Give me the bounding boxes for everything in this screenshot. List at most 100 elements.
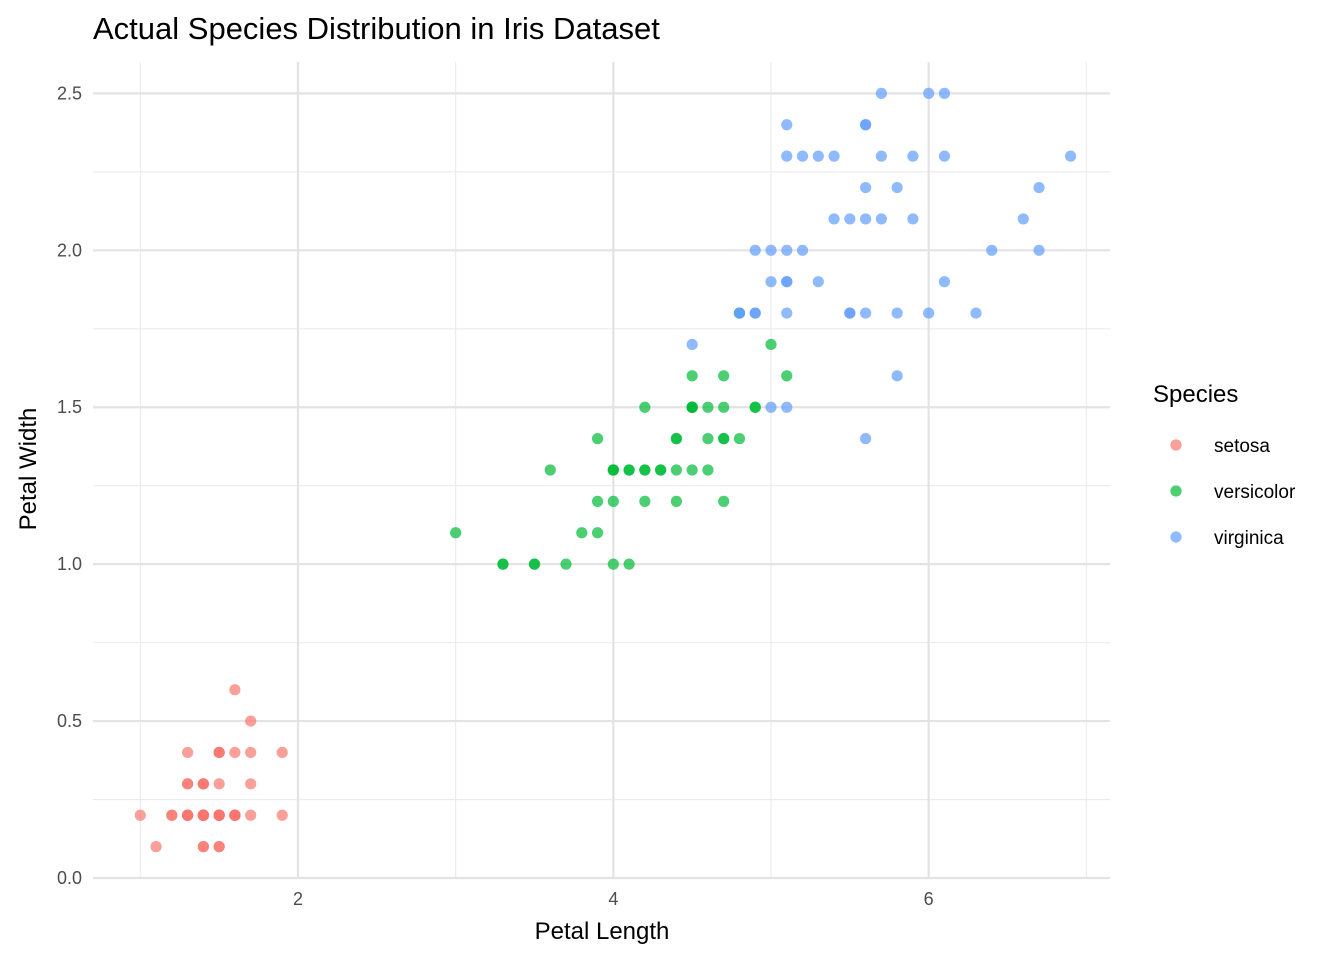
data-point-virginica [844, 307, 856, 319]
data-point-virginica [923, 87, 935, 99]
legend-key-setosa [1170, 439, 1182, 451]
data-point-versicolor [607, 558, 619, 570]
data-point-virginica [860, 213, 872, 225]
data-point-virginica [875, 87, 887, 99]
x-tick-label: 6 [924, 889, 934, 909]
data-point-versicolor [591, 495, 604, 507]
data-point-versicolor [497, 558, 509, 570]
data-point-virginica [781, 401, 793, 413]
x-axis-tick-labels: 2 4 6 [293, 889, 934, 909]
data-point-virginica [907, 213, 919, 225]
data-point-virginica [781, 276, 793, 288]
data-point-setosa [245, 746, 257, 759]
legend-items: setosa versicolor virginica [1170, 436, 1296, 549]
data-point-setosa [134, 809, 146, 821]
data-point-versicolor [607, 464, 619, 476]
data-point-virginica [828, 150, 840, 162]
data-point-virginica [875, 150, 887, 162]
data-point-setosa [197, 841, 209, 853]
data-point-versicolor [733, 433, 746, 445]
data-point-setosa [276, 809, 288, 821]
data-point-virginica [860, 119, 872, 131]
data-point-virginica [938, 150, 951, 162]
x-tick-label: 2 [293, 889, 303, 909]
data-point-virginica [796, 244, 809, 256]
data-point-virginica [891, 307, 903, 319]
data-point-versicolor [639, 495, 651, 507]
data-point-setosa [229, 684, 241, 696]
data-point-versicolor [765, 338, 777, 351]
data-point-versicolor [528, 558, 541, 570]
data-point-virginica [781, 307, 793, 319]
data-point-setosa [213, 746, 225, 759]
data-point-versicolor [623, 464, 635, 476]
data-point-versicolor [702, 433, 714, 445]
legend-title: Species [1153, 381, 1238, 408]
data-point-virginica [875, 213, 887, 225]
data-point-virginica [891, 370, 903, 382]
data-point-versicolor [702, 401, 714, 413]
data-point-virginica [860, 181, 872, 194]
data-point-setosa [197, 809, 209, 821]
data-point-virginica [891, 181, 903, 194]
data-point-versicolor [655, 464, 667, 476]
data-point-virginica [749, 307, 761, 319]
data-points [134, 87, 1077, 853]
y-tick-label: 2.5 [57, 83, 82, 103]
data-point-virginica [733, 307, 746, 319]
data-point-versicolor [670, 495, 682, 507]
data-point-versicolor [576, 527, 588, 539]
legend: Species setosa versicolor virginica [1153, 381, 1296, 549]
data-point-virginica [844, 213, 856, 225]
y-tick-label: 0.5 [57, 711, 82, 731]
legend-label-virginica: virginica [1214, 528, 1284, 549]
data-point-versicolor [718, 495, 730, 507]
data-point-virginica [765, 401, 777, 413]
data-point-setosa [166, 809, 178, 821]
data-point-versicolor [702, 464, 714, 476]
data-point-versicolor [670, 433, 682, 445]
x-axis-title: Petal Length [535, 918, 670, 945]
data-point-virginica [796, 150, 809, 162]
legend-key-virginica [1170, 531, 1182, 543]
data-point-setosa [213, 809, 225, 821]
data-point-versicolor [718, 433, 730, 445]
data-point-setosa [182, 778, 194, 790]
data-point-setosa [213, 841, 225, 853]
data-point-versicolor [544, 464, 556, 476]
data-point-virginica [938, 276, 951, 288]
data-point-versicolor [686, 370, 698, 382]
legend-label-setosa: setosa [1214, 436, 1270, 457]
data-point-virginica [1033, 181, 1045, 194]
data-point-virginica [812, 276, 824, 288]
data-point-virginica [1064, 150, 1077, 162]
data-point-versicolor [591, 527, 604, 539]
y-axis-title: Petal Width [15, 408, 42, 531]
data-point-virginica [812, 150, 824, 162]
data-point-virginica [686, 338, 698, 351]
y-tick-label: 1.5 [57, 397, 82, 417]
grid-minor-lines [93, 62, 1110, 878]
data-point-virginica [781, 150, 793, 162]
data-point-virginica [860, 307, 872, 319]
data-point-virginica [765, 276, 777, 288]
data-point-versicolor [718, 370, 730, 382]
data-point-setosa [245, 715, 257, 727]
data-point-versicolor [607, 495, 619, 507]
legend-label-versicolor: versicolor [1214, 482, 1296, 503]
y-tick-label: 2.0 [57, 240, 82, 260]
data-point-virginica [907, 150, 919, 162]
data-point-versicolor [686, 401, 698, 413]
data-point-setosa [197, 778, 209, 790]
data-point-versicolor [749, 401, 761, 413]
data-point-versicolor [639, 401, 651, 413]
data-point-versicolor [686, 464, 698, 476]
grid-major-lines [93, 62, 1110, 880]
y-axis-tick-labels: 0.0 0.5 1.0 1.5 2.0 2.5 [57, 83, 82, 888]
data-point-versicolor [450, 527, 462, 539]
data-point-setosa [229, 809, 241, 821]
data-point-virginica [1017, 213, 1029, 225]
data-point-virginica [923, 307, 935, 319]
data-point-virginica [986, 244, 998, 256]
